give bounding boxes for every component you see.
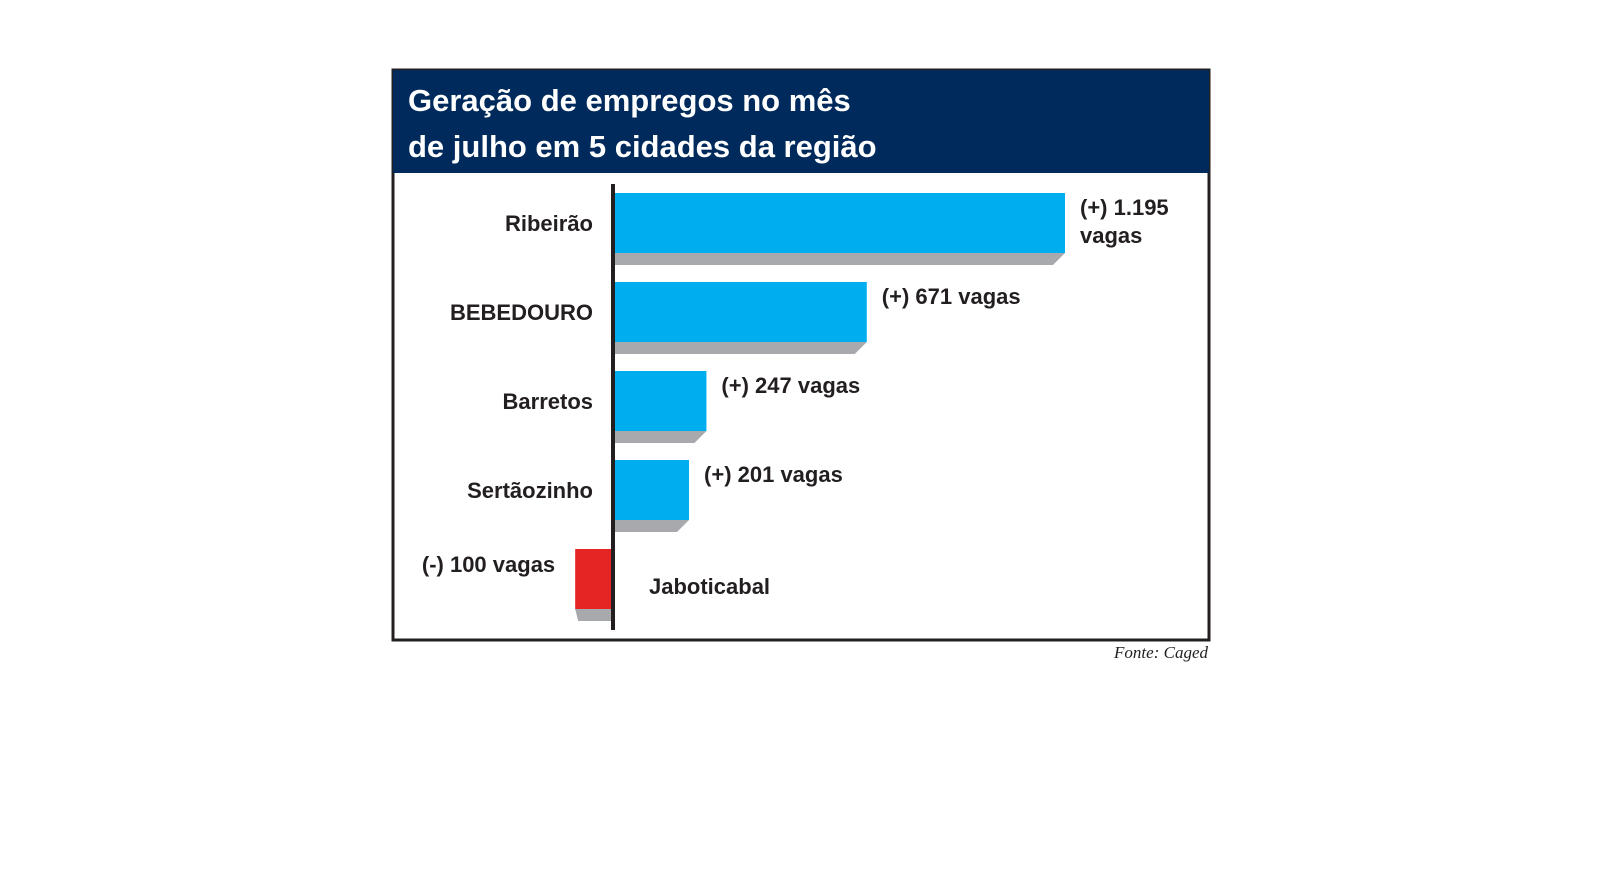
bar-shadow-sertaozinho [613, 520, 690, 532]
bar-barretos [613, 371, 707, 431]
category-label-sertaozinho: Sertãozinho [467, 478, 593, 503]
value-label-bebedouro: (+) 671 vagas [882, 284, 1021, 309]
source-note: Fonte: Caged [1113, 643, 1208, 662]
category-label-jaboticabal: Jaboticabal [649, 574, 770, 599]
category-label-barretos: Barretos [503, 389, 593, 414]
category-label-bebedouro: BEBEDOURO [450, 300, 593, 325]
bar-sertaozinho [613, 460, 690, 520]
bar-shadow-ribeirao [613, 253, 1065, 265]
bars-layer: Ribeirão (+) 1.195 vagas BEBEDOURO (+) 671 v… [422, 193, 1169, 621]
bar-ribeirao [613, 193, 1065, 253]
bar-jaboticabal [575, 549, 613, 609]
bar-shadow-jaboticabal [575, 609, 613, 621]
value-label-sertaozinho: (+) 201 vagas [704, 462, 843, 487]
value-label-barretos: (+) 247 vagas [721, 373, 860, 398]
category-label-ribeirao: Ribeirão [505, 211, 593, 236]
chart-title-line-1: Geração de empregos no mês [408, 83, 851, 118]
title-banner [393, 70, 1209, 173]
value-label-jaboticabal: (-) 100 vagas [422, 552, 555, 577]
bar-shadow-barretos [613, 431, 707, 443]
bar-shadow-bebedouro [613, 342, 867, 354]
chart-title-line-2: de julho em 5 cidades da região [408, 129, 877, 164]
value-label-ribeirao: (+) 1.195 vagas [1080, 195, 1169, 248]
bar-bebedouro [613, 282, 867, 342]
